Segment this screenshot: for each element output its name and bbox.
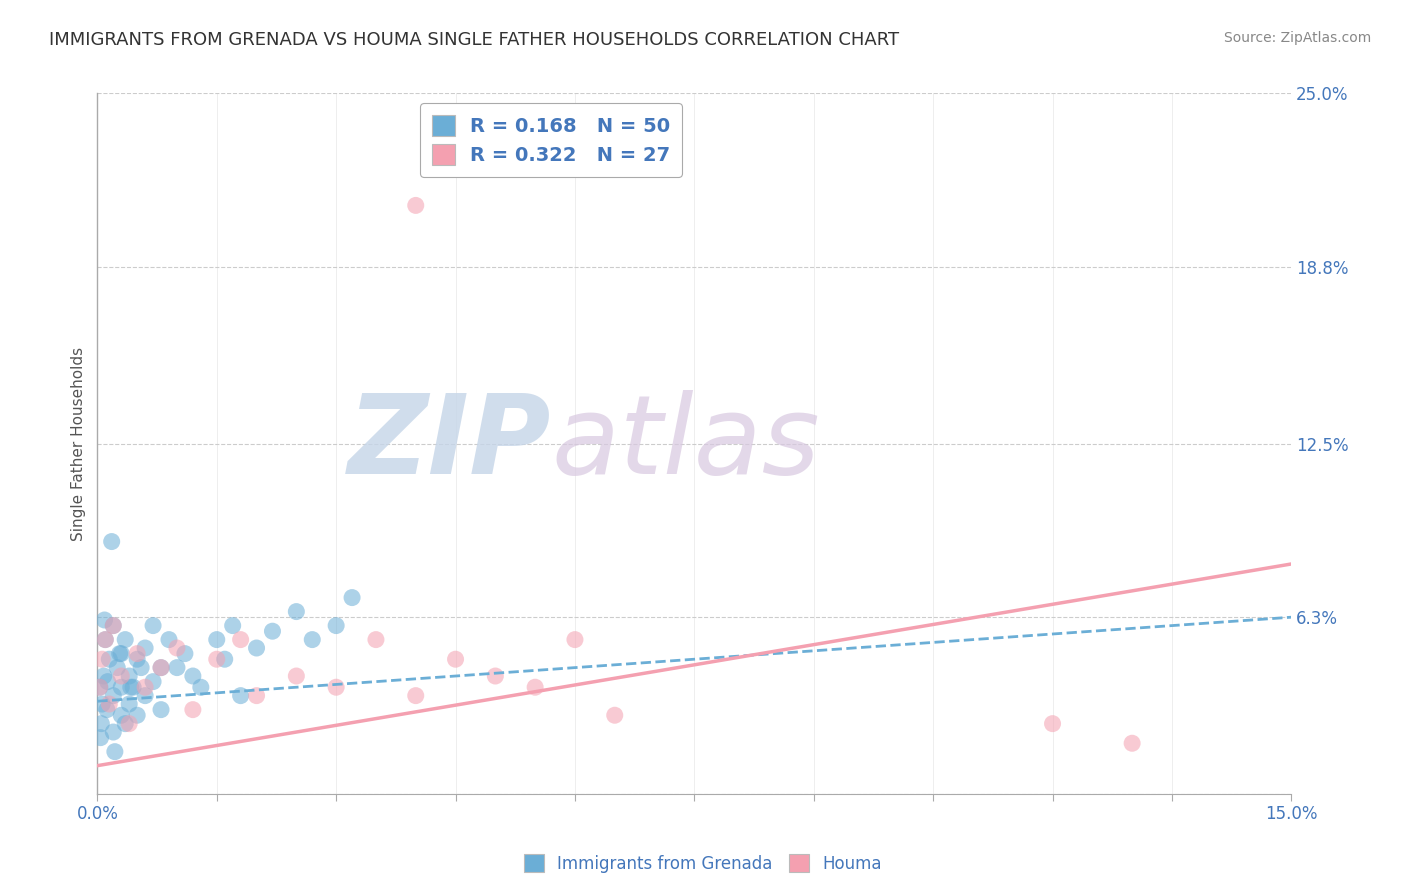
Point [150, 703, 173, 717]
Point [127, 652, 149, 666]
Point [134, 640, 156, 655]
Point [90, 731, 112, 745]
Point [444, 652, 467, 666]
Point [166, 660, 188, 674]
Point [285, 669, 308, 683]
Point [205, 632, 228, 647]
Point [129, 660, 152, 674]
Point [103, 689, 125, 703]
Point [603, 708, 626, 723]
Y-axis label: Single Father Households: Single Father Households [72, 346, 86, 541]
Point [405, 689, 427, 703]
Point [181, 703, 204, 717]
Point [98, 652, 121, 666]
Point [118, 716, 141, 731]
Point [150, 660, 173, 674]
Point [285, 605, 308, 619]
Legend: R = 0.168   N = 50, R = 0.322   N = 27: R = 0.168 N = 50, R = 0.322 N = 27 [420, 103, 682, 177]
Point [134, 680, 156, 694]
Text: ZIP: ZIP [347, 390, 551, 497]
Point [110, 708, 132, 723]
Point [122, 680, 145, 694]
Point [142, 618, 165, 632]
Point [114, 716, 136, 731]
Point [93, 669, 115, 683]
Point [105, 660, 128, 674]
Point [134, 689, 156, 703]
Point [118, 669, 141, 683]
Point [1042, 716, 1064, 731]
Point [142, 674, 165, 689]
Point [90, 716, 112, 731]
Point [89, 680, 111, 694]
Point [524, 680, 547, 694]
Point [364, 632, 387, 647]
Point [484, 669, 506, 683]
Point [127, 647, 149, 661]
Point [89, 680, 111, 694]
Point [174, 647, 197, 661]
Point [214, 652, 236, 666]
Text: IMMIGRANTS FROM GRENADA VS HOUMA SINGLE FATHER HOUSEHOLDS CORRELATION CHART: IMMIGRANTS FROM GRENADA VS HOUMA SINGLE … [49, 31, 900, 49]
Point [110, 647, 132, 661]
Point [325, 680, 347, 694]
Text: atlas: atlas [551, 390, 820, 497]
Point [245, 640, 267, 655]
Point [94, 632, 117, 647]
Point [114, 632, 136, 647]
Point [110, 669, 132, 683]
Point [91, 697, 114, 711]
Point [94, 632, 117, 647]
Point [205, 652, 228, 666]
Point [340, 591, 363, 605]
Point [229, 632, 252, 647]
Point [93, 613, 115, 627]
Point [325, 618, 347, 632]
Point [98, 697, 121, 711]
Point [110, 680, 132, 694]
Point [166, 640, 188, 655]
Point [262, 624, 284, 639]
Point [245, 689, 267, 703]
Point [96, 703, 118, 717]
Point [221, 618, 243, 632]
Point [103, 618, 125, 632]
Point [301, 632, 323, 647]
Legend: Immigrants from Grenada, Houma: Immigrants from Grenada, Houma [517, 847, 889, 880]
Point [120, 680, 142, 694]
Point [157, 632, 180, 647]
Point [104, 745, 127, 759]
Point [118, 697, 141, 711]
Point [150, 660, 173, 674]
Point [91, 652, 114, 666]
Point [181, 669, 204, 683]
Point [103, 725, 125, 739]
Text: Source: ZipAtlas.com: Source: ZipAtlas.com [1223, 31, 1371, 45]
Point [100, 534, 122, 549]
Point [564, 632, 586, 647]
Point [1121, 736, 1143, 750]
Point [97, 674, 120, 689]
Point [190, 680, 212, 694]
Point [127, 708, 149, 723]
Point [108, 647, 131, 661]
Point [229, 689, 252, 703]
Point [405, 198, 427, 212]
Point [103, 618, 125, 632]
